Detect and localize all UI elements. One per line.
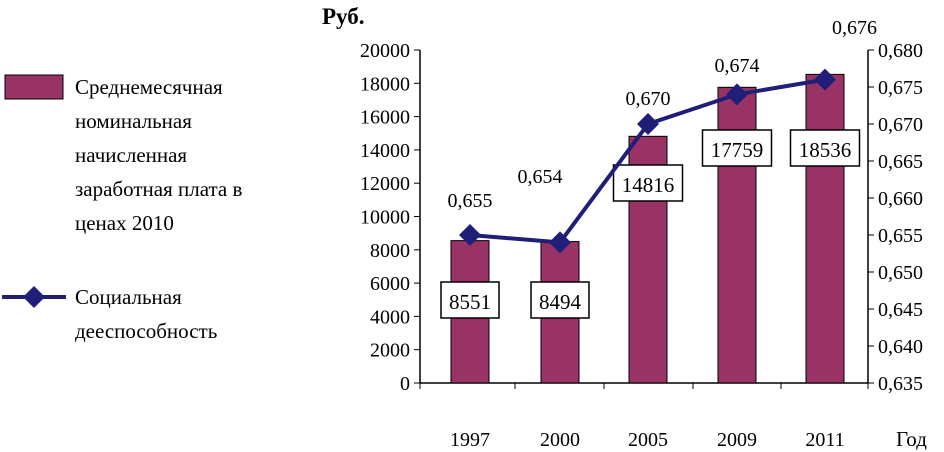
line-marker <box>459 224 481 246</box>
x-axis-title: Год <box>896 427 927 451</box>
x-tick-label: 2005 <box>628 429 668 451</box>
line-marker <box>637 113 659 135</box>
left-tick-label: 6000 <box>370 273 410 295</box>
bar-data-label: 18536 <box>799 138 852 162</box>
line-data-label: 0,676 <box>832 17 877 39</box>
x-tick-label: 1997 <box>450 429 490 451</box>
right-tick-label: 0,680 <box>878 40 923 62</box>
left-tick-label: 18000 <box>360 73 410 95</box>
left-tick-label: 8000 <box>370 240 410 262</box>
bar <box>805 73 845 384</box>
left-tick-label: 20000 <box>360 40 410 62</box>
bar-data-label: 17759 <box>711 138 764 162</box>
line-data-label: 0,654 <box>518 166 563 188</box>
right-tick-label: 0,655 <box>878 225 923 247</box>
right-tick-label: 0,660 <box>878 188 923 210</box>
bar-data-label: 8551 <box>449 290 491 314</box>
x-tick-label: 2009 <box>717 429 757 451</box>
legend-bar-label: Среднемесячная номинальная начисленная з… <box>75 75 243 235</box>
bar-data-label: 8494 <box>539 290 582 314</box>
line-marker <box>549 231 571 254</box>
bar-label-box <box>440 281 500 319</box>
line-marker <box>726 83 748 106</box>
line-data-label: 0,655 <box>448 190 493 212</box>
y-axis-title: Руб. <box>322 4 365 29</box>
legend-line-label: Социальная дееспособность <box>75 285 218 343</box>
right-tick-label: 0,650 <box>878 262 923 284</box>
legend-line-marker <box>23 286 45 308</box>
right-tick-label: 0,670 <box>878 114 923 136</box>
bar-label-box <box>701 129 773 167</box>
right-tick-label: 0,645 <box>878 299 923 321</box>
left-tick-label: 10000 <box>360 207 410 229</box>
left-tick-label: 0 <box>400 373 410 395</box>
right-tick-label: 0,675 <box>878 77 923 99</box>
bar-data-label: 14816 <box>622 173 675 197</box>
left-tick-label: 14000 <box>360 140 410 162</box>
line-data-label: 0,674 <box>715 55 760 77</box>
legend-bar-swatch <box>4 74 64 100</box>
left-tick-label: 12000 <box>360 173 410 195</box>
line-data-label: 0,670 <box>626 88 671 110</box>
right-tick-label: 0,640 <box>878 336 923 358</box>
bar-label-box <box>789 129 861 167</box>
line-marker <box>814 68 836 91</box>
left-tick-label: 4000 <box>370 306 410 328</box>
right-tick-label: 0,635 <box>878 373 923 395</box>
left-tick-label: 2000 <box>370 340 410 362</box>
x-tick-label: 2011 <box>805 429 844 451</box>
left-tick-label: 16000 <box>360 107 410 129</box>
bar-label-box <box>530 281 590 319</box>
bar-label-box <box>612 164 684 202</box>
x-tick-label: 2000 <box>540 429 580 451</box>
right-tick-label: 0,665 <box>878 151 923 173</box>
